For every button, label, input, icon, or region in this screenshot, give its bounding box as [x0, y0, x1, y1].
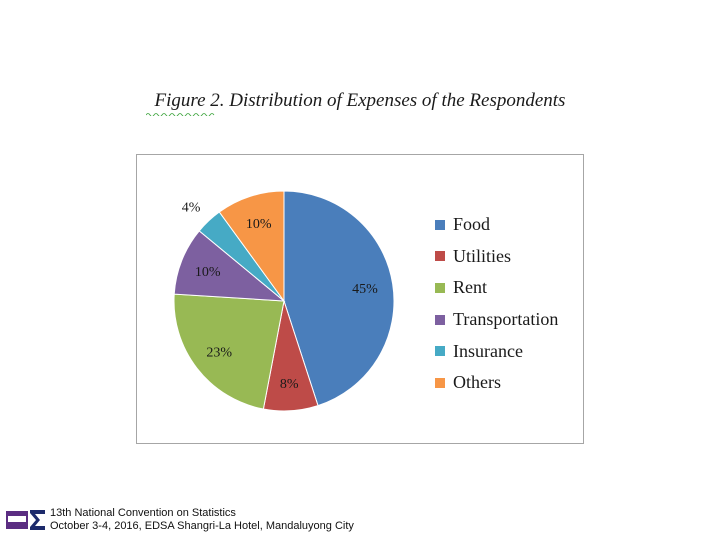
footer-line-2: October 3-4, 2016, EDSA Shangri-La Hotel… — [50, 520, 354, 532]
legend-item-food: Food — [435, 209, 558, 241]
legend-item-transportation: Transportation — [435, 304, 558, 336]
spellcheck-underline — [146, 113, 215, 116]
pie-slice-rent — [173, 293, 285, 410]
legend-swatch — [435, 346, 445, 357]
legend-label: Food — [453, 214, 491, 235]
pie-slice-food — [283, 190, 395, 407]
legend-label: Insurance — [453, 340, 523, 361]
legend-swatch — [435, 377, 445, 388]
chart-legend: Food Utilities Rent Transportation Insurance… — [435, 209, 558, 399]
legend-label: Rent — [453, 277, 487, 298]
data-label-others: 10% — [246, 217, 272, 232]
legend-item-insurance: Insurance — [435, 335, 558, 367]
legend-swatch — [435, 314, 445, 325]
data-label-rent: 23% — [206, 345, 232, 360]
legend-label: Transportation — [453, 309, 559, 330]
figure-title: Figure 2. Distribution of Expenses of th… — [154, 90, 566, 111]
data-label-insurance: 4% — [182, 201, 201, 216]
data-label-transportation: 10% — [195, 265, 221, 280]
legend-label: Others — [453, 372, 501, 393]
legend-label: Utilities — [453, 245, 511, 266]
footer-line-1: 13th National Convention on Statistics — [50, 507, 236, 519]
sigma-logo-icon — [6, 510, 45, 530]
data-label-utilities: 8% — [280, 377, 299, 392]
chart-frame: 45% 8% 23% 10% 4% 10% Food Utilities Rent Transp… — [136, 154, 584, 444]
pie-slice-others — [218, 190, 285, 303]
legend-item-others: Others — [435, 367, 558, 399]
legend-item-utilities: Utilities — [435, 241, 558, 273]
legend-swatch — [435, 219, 445, 230]
legend-swatch — [435, 251, 445, 262]
pie-chart: 45% 8% 23% 10% 4% 10% — [173, 190, 395, 412]
footer: 13th National Convention on Statistics O… — [6, 506, 354, 534]
legend-swatch — [435, 282, 445, 293]
legend-item-rent: Rent — [435, 272, 558, 304]
data-label-food: 45% — [352, 282, 378, 297]
